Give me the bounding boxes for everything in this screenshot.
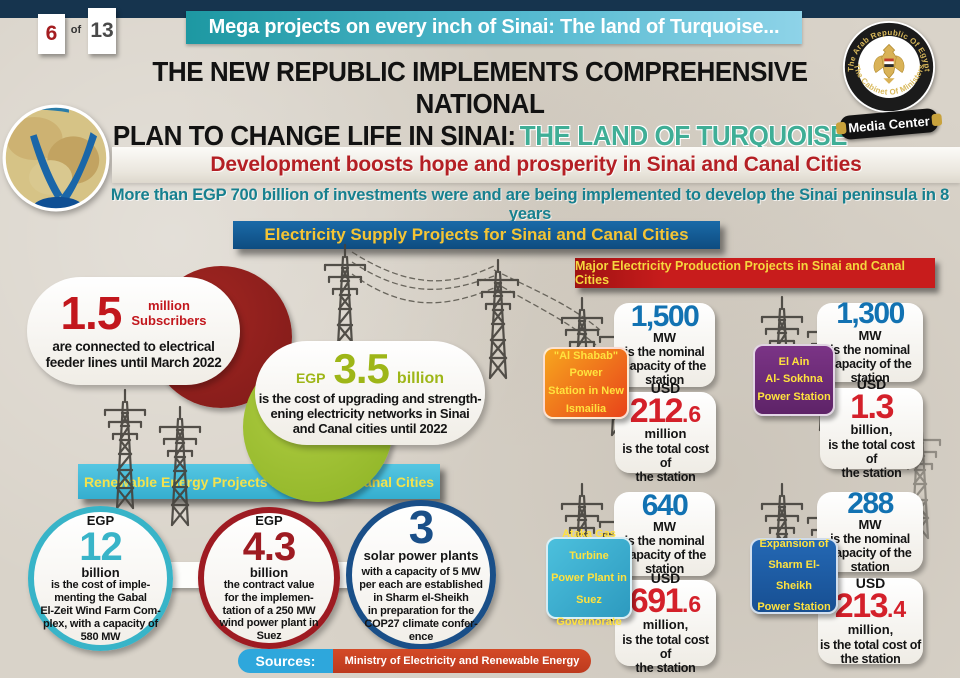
- page-number-total: 13: [88, 8, 116, 54]
- headline-line2-highlight: THE LAND OF TURQUOISE: [519, 119, 848, 151]
- cost-unit: billion,: [850, 422, 893, 438]
- station-label-ataka: Ataka Gas Turbine Power Plant in Suez Go…: [546, 528, 632, 628]
- capacity-card-al-shabab: 1,500 MW is the nominal capacity of the …: [614, 299, 715, 388]
- cost-unit: million,: [642, 616, 689, 632]
- cost-decimal: .6: [682, 400, 702, 427]
- subscribers-desc: are connected to electrical feeder lines…: [45, 338, 222, 370]
- cost-value: 213: [834, 587, 889, 626]
- egypt-cabinet-emblem-icon: The Arab Republic Of Egypt The Cabinet O…: [842, 20, 936, 114]
- cost-currency: USD: [650, 379, 681, 396]
- development-heading-strip: Development boosts hope and prosperity i…: [112, 147, 960, 183]
- capacity-desc: is the nominal capacity of the station: [622, 345, 707, 388]
- station-label-al-shabab: "Al Shabab" Power Station in New Ismaili…: [543, 347, 629, 419]
- upgrade-desc: is the cost of upgrading and strength- e…: [258, 390, 482, 437]
- cost-desc: is the total cost of the station: [622, 442, 709, 485]
- capacity-desc: is the nominal capacity of the station: [622, 534, 707, 577]
- investments-subheading: More than EGP 700 billion of investments…: [110, 186, 950, 223]
- capacity-value: 1,300: [836, 297, 905, 331]
- capacity-value: 288: [847, 486, 894, 520]
- capacity-unit: MW: [652, 519, 677, 535]
- eagle-icon: [873, 43, 905, 84]
- upgrade-bubble: EGP 3.5 billion is the cost of upgrading…: [255, 341, 485, 445]
- renewable-circle-gabal-elzeit: EGP 12 billion is the cost of imple- men…: [28, 506, 173, 651]
- sinai-map-medallion: [2, 104, 110, 212]
- main-headline: THE NEW REPUBLIC IMPLEMENTS COMPREHENSIV…: [89, 56, 870, 152]
- subscribers-unit-million: million: [148, 297, 190, 313]
- station-label-sharm-expansion: Expansion of Sharm El-Sheikh Power Stati…: [750, 538, 838, 614]
- cost-desc: is the total cost of the station: [820, 637, 921, 666]
- headline-line2-prefix: PLAN TO CHANGE LIFE IN SINAI:: [112, 119, 516, 151]
- cost-decimal: .4: [887, 596, 907, 623]
- renewable-unit: solar power plants: [363, 548, 479, 564]
- renewable-unit: billion: [249, 564, 289, 580]
- subscribers-unit-label: Subscribers: [131, 312, 207, 328]
- upgrade-value: 3.5: [333, 344, 390, 392]
- capacity-unit: MW: [858, 327, 882, 343]
- renewable-currency: EGP: [86, 513, 115, 529]
- capacity-value: 1,500: [630, 299, 700, 333]
- capacity-unit: MW: [652, 330, 677, 346]
- capacity-desc: is the nominal capacity of the station: [828, 532, 912, 575]
- renewable-value: 3: [408, 500, 435, 553]
- sources-value: Ministry of Electricity and Renewable En…: [333, 649, 591, 673]
- media-center-logo: The Arab Republic Of Egypt The Cabinet O…: [836, 20, 940, 142]
- capacity-unit: MW: [858, 517, 882, 533]
- cost-card-ataka: USD 691.6 million, is the total cost of …: [615, 571, 716, 675]
- subscribers-bubble: 1.5 million Subscribers are connected to…: [27, 277, 240, 385]
- section-banner-major-production: Major Electricity Production Projects in…: [575, 258, 935, 288]
- cost-currency: USD: [650, 570, 681, 587]
- cost-card-al-shabab: USD 212.6 million is the total cost of t…: [615, 381, 716, 484]
- renewable-desc: the contract value for the implemen- tat…: [219, 578, 319, 643]
- cost-value: 1.3: [850, 387, 894, 426]
- upgrade-currency: EGP: [295, 369, 326, 386]
- renewable-circle-suez-wind: EGP 4.3 billion the contract value for t…: [198, 507, 340, 649]
- renewable-currency: EGP: [255, 512, 283, 528]
- cost-desc: is the total cost of the station: [828, 438, 915, 481]
- renewable-circle-solar-plants: 3 solar power plants with a capacity of …: [346, 500, 496, 650]
- headline-line1: THE NEW REPUBLIC IMPLEMENTS COMPREHENSIV…: [152, 56, 808, 119]
- cost-unit: million: [644, 426, 687, 442]
- upgrade-unit: billion: [396, 369, 445, 387]
- cost-currency: USD: [855, 575, 886, 592]
- top-banner: Mega projects on every inch of Sinai: Th…: [186, 11, 802, 44]
- page-number-current: 6: [38, 14, 65, 54]
- renewable-unit: billion: [81, 565, 120, 581]
- sources-label: Sources:: [238, 649, 333, 673]
- cost-currency: USD: [856, 375, 887, 392]
- capacity-value: 640: [641, 488, 689, 522]
- development-heading: Development boosts hope and prosperity i…: [210, 153, 862, 176]
- cost-value: 212: [629, 391, 684, 430]
- cost-card-el-ain-sokhna: USD 1.3 billion, is the total cost of th…: [820, 377, 923, 480]
- cost-desc: is the total cost of the station: [622, 632, 709, 675]
- station-label-el-ain-sokhna: El Ain Al- Sokhna Power Station: [753, 344, 835, 416]
- renewable-value: 12: [79, 525, 122, 570]
- cost-value: 691: [629, 582, 684, 621]
- renewable-value: 4.3: [242, 524, 297, 569]
- cost-decimal: .6: [682, 591, 702, 618]
- renewable-desc: is the cost of imple- menting the Gabal …: [40, 579, 161, 643]
- renewable-desc: with a capacity of 5 MW per each are est…: [359, 566, 483, 644]
- section-banner-electricity: Electricity Supply Projects for Sinai an…: [233, 221, 720, 249]
- top-banner-text: Mega projects on every inch of Sinai: Th…: [208, 16, 780, 38]
- page-number-of-label: of: [70, 24, 82, 36]
- subscribers-value: 1.5: [60, 287, 122, 340]
- cost-unit: million,: [847, 621, 894, 637]
